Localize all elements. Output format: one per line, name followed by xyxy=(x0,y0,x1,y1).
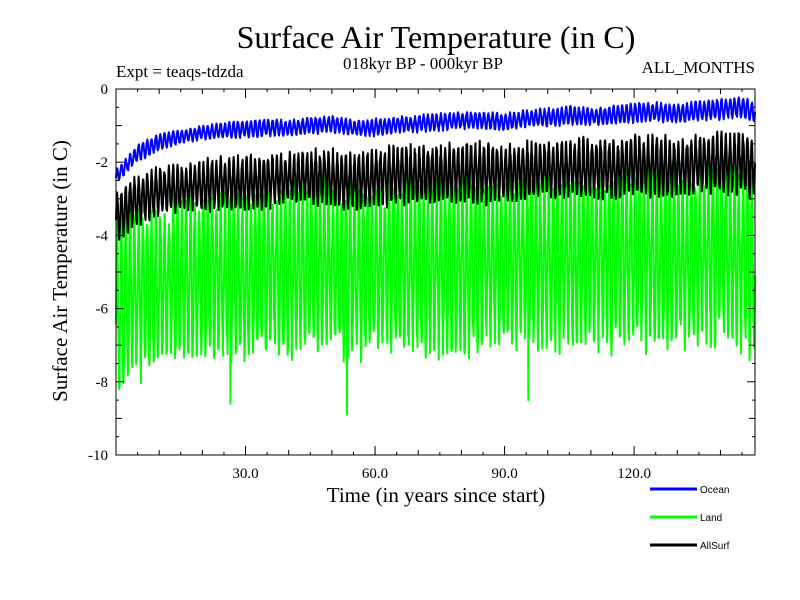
x-tick-label: 30.0 xyxy=(232,466,258,482)
y-tick-label: -8 xyxy=(96,375,109,391)
y-axis-label: Surface Air Temperature (in C) xyxy=(48,140,72,402)
experiment-label: Expt = teaqs-tdzda xyxy=(116,62,244,81)
chart-legend: Ocean Land AllSurf xyxy=(650,485,730,552)
legend-label-land: Land xyxy=(700,513,722,524)
chart-subtitle: 018kyr BP - 000kyr BP xyxy=(343,54,503,73)
series-line-land xyxy=(115,159,756,416)
months-label: ALL_MONTHS xyxy=(642,58,755,77)
y-tick-label: 0 xyxy=(101,82,109,98)
series-line-ocean xyxy=(115,96,756,182)
y-tick-label: -4 xyxy=(96,228,109,244)
x-tick-label: 60.0 xyxy=(362,466,388,482)
y-tick-label: -6 xyxy=(96,302,109,318)
x-tick-label: 120.0 xyxy=(617,466,651,482)
legend-label-ocean: Ocean xyxy=(700,485,729,496)
x-tick-label: 90.0 xyxy=(491,466,517,482)
plot-lines xyxy=(115,96,756,416)
y-tick-label: -10 xyxy=(88,448,108,464)
plot-axes: 0 -2 -4 -6 -8 -10 30.0 60.0 90.0 120.0 xyxy=(88,82,756,482)
y-tick-label: -2 xyxy=(96,155,109,171)
series-line-allsurf xyxy=(115,130,756,241)
legend-label-allsurf: AllSurf xyxy=(700,541,730,552)
x-axis-label: Time (in years since start) xyxy=(327,483,546,507)
chart-title: Surface Air Temperature (in C) xyxy=(237,19,636,55)
